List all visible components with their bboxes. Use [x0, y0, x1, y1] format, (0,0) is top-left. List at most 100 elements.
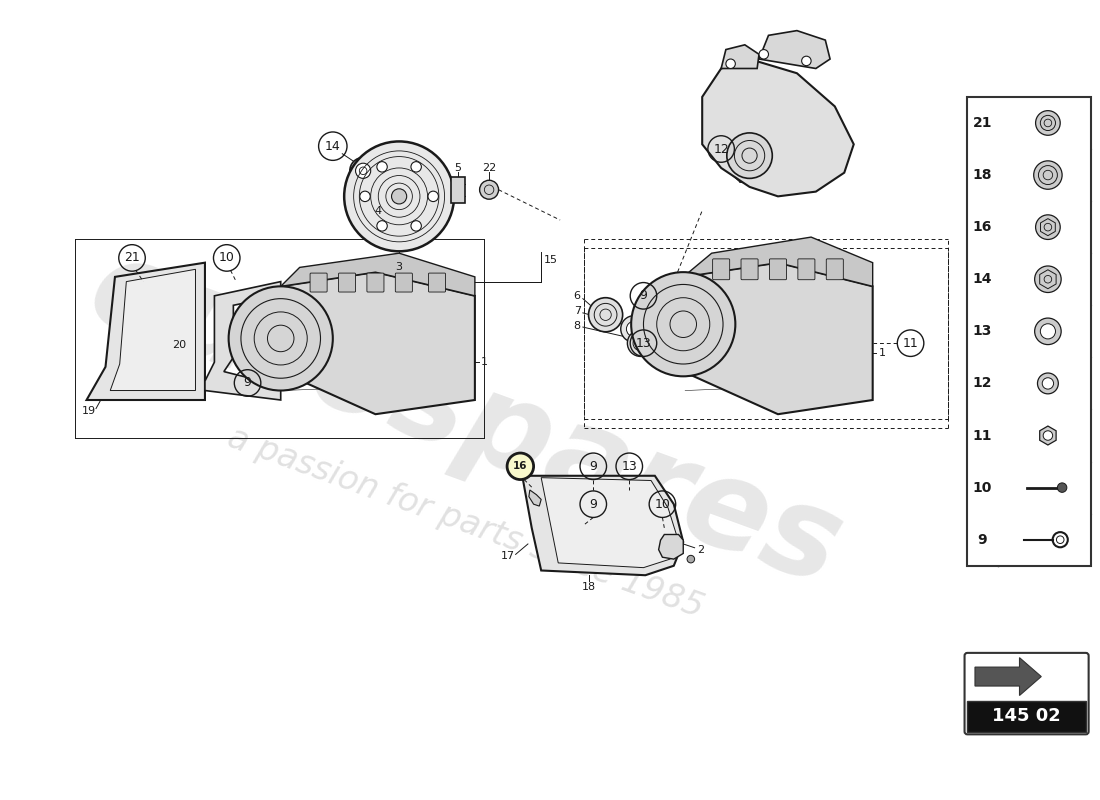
Text: 3: 3 [396, 262, 403, 272]
Circle shape [1041, 324, 1056, 339]
Polygon shape [683, 237, 872, 286]
Polygon shape [87, 262, 205, 400]
Circle shape [1042, 378, 1054, 389]
FancyBboxPatch shape [339, 273, 355, 292]
Circle shape [634, 335, 648, 350]
FancyBboxPatch shape [967, 701, 1086, 731]
Circle shape [377, 221, 387, 231]
Text: 11: 11 [972, 429, 992, 442]
Text: 10: 10 [654, 498, 670, 510]
Circle shape [480, 180, 498, 199]
Circle shape [411, 221, 421, 231]
Circle shape [759, 50, 769, 59]
Circle shape [344, 142, 454, 251]
Text: 8: 8 [573, 321, 581, 331]
Text: 9: 9 [978, 533, 988, 546]
Circle shape [411, 162, 421, 172]
Polygon shape [280, 272, 475, 414]
Circle shape [1035, 215, 1060, 239]
Circle shape [428, 191, 439, 202]
Polygon shape [522, 476, 683, 575]
Text: 1: 1 [879, 348, 886, 358]
Text: 10: 10 [219, 251, 234, 265]
Polygon shape [1040, 426, 1056, 445]
Text: 15: 15 [543, 255, 558, 265]
Polygon shape [659, 534, 683, 559]
Circle shape [229, 286, 333, 390]
FancyBboxPatch shape [769, 259, 786, 280]
FancyBboxPatch shape [367, 273, 384, 292]
Text: 22: 22 [482, 163, 496, 173]
Polygon shape [702, 59, 854, 196]
Polygon shape [759, 30, 830, 69]
Text: 11: 11 [903, 337, 918, 350]
Polygon shape [541, 478, 678, 568]
Text: 13: 13 [972, 324, 992, 338]
FancyBboxPatch shape [713, 259, 729, 280]
Circle shape [355, 163, 371, 178]
Polygon shape [683, 262, 872, 414]
Circle shape [1034, 161, 1063, 190]
Circle shape [1043, 430, 1053, 440]
Text: 16: 16 [972, 220, 992, 234]
Polygon shape [529, 490, 541, 506]
FancyBboxPatch shape [967, 97, 1090, 566]
Circle shape [1035, 266, 1062, 293]
FancyBboxPatch shape [965, 653, 1089, 734]
Text: 9: 9 [243, 377, 252, 390]
Text: 14: 14 [972, 272, 992, 286]
Text: 21: 21 [124, 251, 140, 265]
Circle shape [688, 555, 694, 563]
Circle shape [727, 133, 772, 178]
Circle shape [726, 59, 735, 69]
FancyBboxPatch shape [798, 259, 815, 280]
Circle shape [1037, 373, 1058, 394]
Text: 6: 6 [574, 291, 581, 301]
Text: 1: 1 [481, 357, 488, 367]
Circle shape [588, 298, 623, 332]
Text: 9: 9 [590, 498, 597, 510]
Circle shape [802, 56, 811, 66]
Polygon shape [205, 282, 280, 400]
Circle shape [1057, 483, 1067, 492]
Circle shape [507, 453, 534, 479]
Text: 2: 2 [696, 545, 704, 554]
Polygon shape [722, 45, 759, 69]
Text: 145 02: 145 02 [992, 707, 1060, 726]
Text: 12: 12 [972, 377, 992, 390]
Text: 10: 10 [972, 481, 992, 494]
Polygon shape [975, 658, 1042, 695]
Text: 12: 12 [713, 142, 729, 155]
Text: 18: 18 [972, 168, 992, 182]
Text: 18: 18 [582, 582, 595, 591]
Text: 7: 7 [573, 306, 581, 316]
Circle shape [631, 272, 735, 376]
Circle shape [392, 189, 407, 204]
Text: 16: 16 [513, 462, 528, 471]
FancyBboxPatch shape [741, 259, 758, 280]
Text: 5: 5 [454, 163, 461, 173]
FancyBboxPatch shape [310, 273, 327, 292]
Text: 19: 19 [81, 406, 96, 416]
Circle shape [350, 158, 376, 184]
Text: 14: 14 [324, 140, 341, 153]
Text: 4: 4 [375, 206, 382, 215]
Circle shape [627, 330, 653, 357]
Text: 20: 20 [173, 340, 186, 350]
Text: eurospares: eurospares [74, 227, 857, 611]
Circle shape [377, 162, 387, 172]
Polygon shape [110, 270, 196, 390]
Text: 9: 9 [639, 290, 648, 302]
Circle shape [1035, 110, 1060, 135]
Text: 21: 21 [972, 116, 992, 130]
Text: 13: 13 [621, 460, 637, 473]
FancyBboxPatch shape [395, 273, 412, 292]
Text: 13: 13 [636, 337, 651, 350]
Text: 17: 17 [500, 551, 515, 562]
Text: 9: 9 [590, 460, 597, 473]
Circle shape [360, 191, 371, 202]
FancyBboxPatch shape [429, 273, 446, 292]
Text: a passion for parts since 1985: a passion for parts since 1985 [223, 422, 708, 625]
Circle shape [626, 322, 641, 337]
Polygon shape [280, 253, 475, 296]
